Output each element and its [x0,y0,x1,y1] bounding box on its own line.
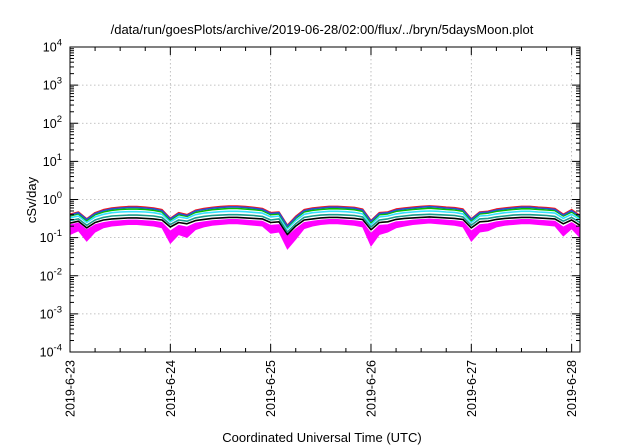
y-tick-base: 10 [40,269,54,283]
x-axis-label: Coordinated Universal Time (UTC) [222,430,421,445]
x-ticks: 2019-6-23 2019-6-24 2019-6-25 2019-6-26 2019… [64,47,579,417]
y-tick-exponent: 2 [57,114,62,125]
y-tick-label: 101 [43,152,62,169]
y-tick-label: 100 [43,190,62,207]
y-tick-base: 10 [40,231,54,245]
x-tick-label: 2019-6-23 [64,360,78,417]
y-tick-base: 10 [43,155,57,169]
grid [69,47,580,352]
y-tick-label: 104 [43,38,62,55]
y-tick-base: 10 [40,307,54,321]
y-tick-label: 10-4 [40,343,62,360]
chart-title: /data/run/goesPlots/archive/2019-06-28/0… [111,22,534,37]
x-tick-label: 2019-6-24 [164,360,178,417]
y-tick-base: 10 [43,79,57,93]
y-tick-exponent: 3 [57,76,62,87]
series-layer [69,205,581,250]
y-tick-exponent: 0 [57,190,62,201]
y-axis-label: cSv/day [24,176,39,223]
x-tick-label: 2019-6-26 [364,360,378,417]
y-tick-base: 10 [43,41,57,55]
series-line-1 [69,216,581,236]
y-tick-exponent: -4 [54,343,62,354]
y-tick-base: 10 [43,193,57,207]
x-tick-label: 2019-6-25 [264,360,278,417]
series-line-6 [69,205,581,227]
x-tick-label: 2019-6-27 [465,360,479,417]
y-tick-label: 10-2 [40,266,62,283]
series-line-3 [69,210,581,230]
y-tick-exponent: 1 [57,152,62,163]
y-tick-exponent: 4 [57,38,62,49]
series-line-2 [69,213,581,233]
y-tick-label: 102 [43,114,62,131]
y-tick-label: 103 [43,76,62,93]
y-tick-label: 10-1 [40,228,62,245]
y-tick-exponent: -1 [54,228,62,239]
y-tick-exponent: -3 [54,304,62,315]
y-tick-base: 10 [43,117,57,131]
y-tick-exponent: -2 [54,266,62,277]
series-line-4 [69,207,581,228]
x-tick-label: 2019-6-28 [565,360,579,417]
y-tick-base: 10 [40,346,54,360]
y-tick-label: 10-3 [40,304,62,321]
